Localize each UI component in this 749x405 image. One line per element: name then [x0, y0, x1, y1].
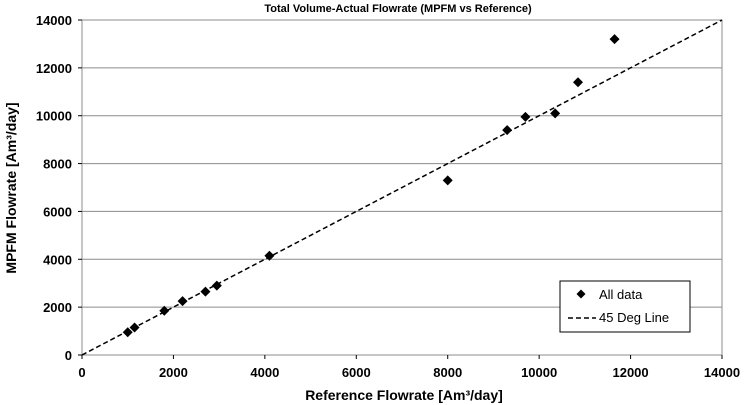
y-axis-title: MPFM Flowrate [Am³/day]	[3, 102, 19, 273]
y-tick-label-8000: 8000	[43, 157, 72, 172]
y-tick-label-6000: 6000	[43, 204, 72, 219]
x-tick-label-8000: 8000	[433, 365, 462, 380]
legend-label-45-deg-line: 45 Deg Line	[599, 310, 669, 325]
data-point-7	[264, 250, 275, 261]
y-tick-label-10000: 10000	[36, 109, 72, 124]
legend-marker-diamond	[576, 289, 586, 299]
data-point-5	[200, 286, 211, 297]
x-tick-label-2000: 2000	[159, 365, 188, 380]
legend-label-all-data: All data	[599, 287, 643, 302]
x-tick-label-12000: 12000	[612, 365, 648, 380]
y-axis-ticks: 0 2000 4000 6000 8000 10000 12000 14000	[36, 13, 82, 363]
y-tick-label-4000: 4000	[43, 252, 72, 267]
x-axis-title: Reference Flowrate [Am³/day]	[305, 387, 503, 403]
data-point-3	[159, 305, 170, 316]
x-tick-label-10000: 10000	[521, 365, 557, 380]
data-point-12	[573, 77, 583, 88]
data-point-11	[550, 108, 561, 119]
data-point-9	[502, 125, 513, 136]
y-tick-label-0: 0	[65, 348, 72, 363]
legend: All data 45 Deg Line	[559, 280, 691, 333]
y-tick-label-2000: 2000	[43, 300, 72, 315]
x-tick-label-4000: 4000	[250, 365, 279, 380]
data-point-1	[122, 327, 133, 338]
x-tick-label-6000: 6000	[342, 365, 371, 380]
x-axis-ticks: 0 2000 4000 6000 8000 10000 12000 14000	[78, 355, 740, 380]
legend-box	[559, 280, 691, 333]
data-point-13	[609, 34, 620, 45]
series-45-deg-line	[81, 19, 723, 356]
chart-title: Total Volume-Actual Flowrate (MPFM vs Re…	[264, 3, 532, 15]
data-point-4	[177, 296, 188, 307]
data-point-2	[129, 322, 140, 333]
x-tick-label-0: 0	[78, 365, 85, 380]
data-point-6	[211, 280, 222, 291]
series-layer	[81, 19, 723, 356]
y-tick-label-12000: 12000	[36, 61, 72, 76]
data-point-8	[442, 175, 453, 186]
y-tick-label-14000: 14000	[36, 13, 72, 28]
data-point-10	[520, 111, 531, 122]
x-tick-label-14000: 14000	[704, 365, 740, 380]
